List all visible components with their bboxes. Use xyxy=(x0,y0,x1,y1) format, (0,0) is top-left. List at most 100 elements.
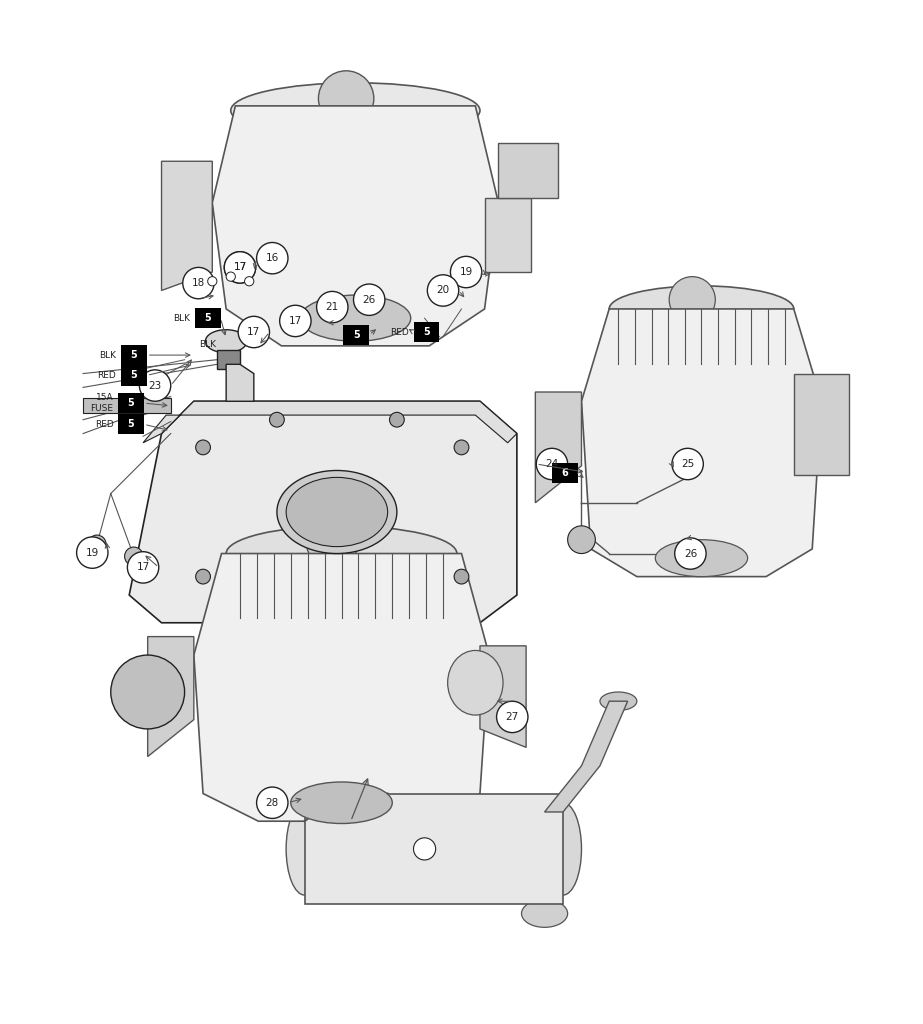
Circle shape xyxy=(238,316,270,348)
Circle shape xyxy=(270,413,284,427)
Text: 20: 20 xyxy=(437,286,450,296)
Circle shape xyxy=(675,538,706,569)
Circle shape xyxy=(454,440,469,455)
Polygon shape xyxy=(305,794,563,904)
Polygon shape xyxy=(480,646,526,748)
Circle shape xyxy=(257,243,288,273)
Text: 5: 5 xyxy=(127,398,135,409)
Text: 6: 6 xyxy=(561,468,569,478)
Text: RED: RED xyxy=(390,328,409,337)
Text: 16: 16 xyxy=(266,253,279,263)
Ellipse shape xyxy=(286,477,388,547)
Ellipse shape xyxy=(291,782,392,823)
Text: 25: 25 xyxy=(681,459,694,469)
Circle shape xyxy=(280,305,311,337)
Polygon shape xyxy=(794,374,849,475)
Circle shape xyxy=(390,413,404,427)
Polygon shape xyxy=(485,199,531,272)
Text: 5: 5 xyxy=(130,371,138,380)
Polygon shape xyxy=(217,350,240,369)
Text: 23: 23 xyxy=(149,381,162,390)
Ellipse shape xyxy=(600,692,637,711)
Ellipse shape xyxy=(277,470,397,554)
Circle shape xyxy=(77,537,108,568)
Circle shape xyxy=(669,276,715,323)
FancyBboxPatch shape xyxy=(121,366,147,386)
FancyBboxPatch shape xyxy=(552,463,578,483)
Circle shape xyxy=(224,252,256,283)
Text: 17: 17 xyxy=(289,316,302,326)
FancyBboxPatch shape xyxy=(414,322,439,342)
Circle shape xyxy=(450,256,482,288)
Circle shape xyxy=(196,440,210,455)
FancyBboxPatch shape xyxy=(195,308,221,329)
Ellipse shape xyxy=(286,803,323,895)
Polygon shape xyxy=(498,142,558,199)
Circle shape xyxy=(196,569,210,584)
Text: RED: RED xyxy=(98,371,116,380)
FancyBboxPatch shape xyxy=(118,393,144,414)
Ellipse shape xyxy=(655,540,748,577)
Ellipse shape xyxy=(609,286,794,332)
Circle shape xyxy=(414,838,436,860)
Polygon shape xyxy=(194,554,489,821)
Ellipse shape xyxy=(545,803,581,895)
Circle shape xyxy=(111,655,185,729)
Circle shape xyxy=(672,449,703,479)
FancyBboxPatch shape xyxy=(343,325,369,345)
Ellipse shape xyxy=(300,295,411,341)
Text: 15A
FUSE: 15A FUSE xyxy=(90,393,114,413)
Circle shape xyxy=(354,284,385,315)
Circle shape xyxy=(245,276,254,286)
FancyBboxPatch shape xyxy=(121,345,147,366)
Circle shape xyxy=(317,292,348,323)
Polygon shape xyxy=(545,701,628,812)
Text: 5: 5 xyxy=(204,313,211,324)
Polygon shape xyxy=(83,398,171,414)
Text: 17: 17 xyxy=(137,562,150,572)
Circle shape xyxy=(454,569,469,584)
Text: 17: 17 xyxy=(234,262,246,272)
Text: 27: 27 xyxy=(506,712,519,722)
Text: 26: 26 xyxy=(684,549,697,558)
Circle shape xyxy=(226,272,235,282)
Text: 17: 17 xyxy=(234,262,246,272)
Text: 17: 17 xyxy=(247,327,260,337)
Text: BLK: BLK xyxy=(174,313,190,323)
Circle shape xyxy=(183,267,214,299)
Circle shape xyxy=(88,536,106,554)
Text: 21: 21 xyxy=(326,302,339,312)
Text: 5: 5 xyxy=(127,419,135,429)
Text: 26: 26 xyxy=(363,295,376,305)
Text: 5: 5 xyxy=(130,350,138,360)
Text: 5: 5 xyxy=(353,330,360,340)
Ellipse shape xyxy=(448,650,503,715)
Text: 19: 19 xyxy=(460,267,473,278)
Polygon shape xyxy=(162,161,212,291)
Text: 18: 18 xyxy=(192,279,205,288)
Circle shape xyxy=(127,552,159,583)
Circle shape xyxy=(427,274,459,306)
Circle shape xyxy=(125,547,143,565)
Text: RED: RED xyxy=(95,420,114,429)
Circle shape xyxy=(208,276,217,286)
Text: 24: 24 xyxy=(545,459,558,469)
Polygon shape xyxy=(212,105,498,346)
Polygon shape xyxy=(226,365,254,401)
Circle shape xyxy=(536,449,568,479)
Circle shape xyxy=(318,71,374,126)
Circle shape xyxy=(497,701,528,732)
Polygon shape xyxy=(535,392,581,503)
Ellipse shape xyxy=(205,330,246,353)
Text: 19: 19 xyxy=(86,548,99,558)
FancyBboxPatch shape xyxy=(118,414,144,434)
Polygon shape xyxy=(143,401,517,442)
Ellipse shape xyxy=(231,83,480,138)
Ellipse shape xyxy=(226,526,457,582)
Text: 28: 28 xyxy=(266,798,279,808)
Polygon shape xyxy=(581,309,821,577)
Circle shape xyxy=(568,526,595,554)
Ellipse shape xyxy=(521,900,568,928)
Circle shape xyxy=(139,370,171,401)
Text: BLK: BLK xyxy=(100,350,116,359)
